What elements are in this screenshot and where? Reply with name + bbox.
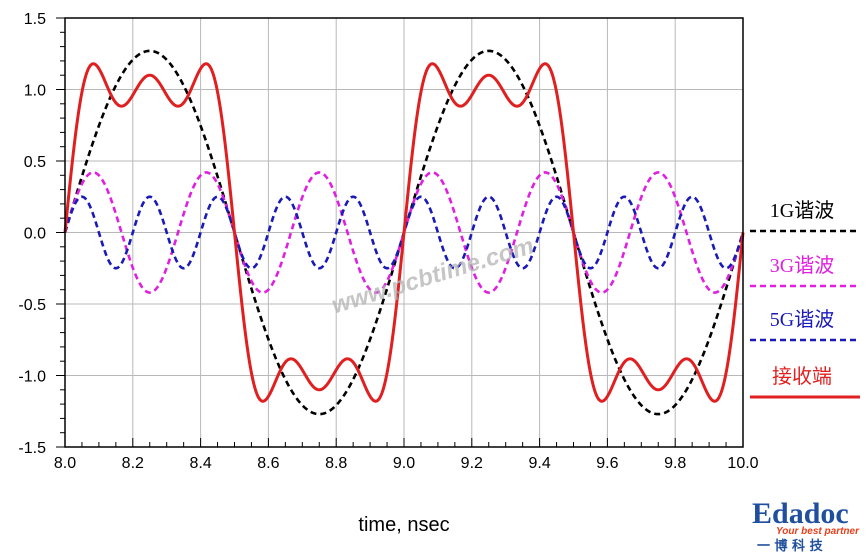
legend-label-2: 3G谐波 [770, 254, 834, 277]
logo-tagline: Your best partner [776, 526, 860, 537]
legend-label-4: 接收端 [772, 365, 832, 388]
series-layer [63, 49, 745, 416]
x-tick-label: 8.0 [54, 455, 76, 472]
y-tick-label: -0.5 [18, 297, 46, 314]
series-line-2 [63, 171, 745, 294]
logo-chinese: 一 博 科 技 [757, 538, 824, 553]
y-tick-labels: 1.5 1.0 0.5 0.0 -0.5 -1.0 -1.5 [18, 11, 46, 457]
logo-name: Edadoc [752, 497, 849, 530]
legend-label-3: 5G谐波 [770, 308, 834, 331]
y-tick-label: 0.5 [24, 154, 46, 171]
x-tick-label: 9.8 [664, 455, 686, 472]
watermark: www.pcbtime.com [329, 232, 538, 319]
x-tick-label: 8.4 [189, 455, 211, 472]
x-tick-label: 9.0 [393, 455, 415, 472]
y-tick-label: 0.0 [24, 226, 46, 243]
x-tick-label: 8.2 [122, 455, 144, 472]
y-tick-label: -1.5 [18, 440, 46, 457]
x-axis-title: time, nsec [358, 514, 449, 536]
x-tick-label: 8.8 [325, 455, 347, 472]
brand-logo: Edadoc Your best partner 一 博 科 技 [752, 497, 860, 553]
y-tick-label: 1.0 [24, 83, 46, 100]
series-line-4 [63, 62, 745, 403]
x-tick-labels: 8.0 8.2 8.4 8.6 8.8 9.0 9.2 9.4 9.6 9.8 10.0 [54, 455, 759, 472]
y-tick-label: 1.5 [24, 11, 46, 28]
x-tick-label: 8.6 [257, 455, 279, 472]
x-tick-label: 9.4 [528, 455, 550, 472]
axis-ticks [56, 17, 744, 448]
legend-label-1: 1G谐波 [770, 199, 834, 222]
y-tick-label: -1.0 [18, 369, 46, 386]
x-tick-label: 9.2 [461, 455, 483, 472]
x-tick-label: 9.6 [596, 455, 618, 472]
x-tick-label: 10.0 [727, 455, 758, 472]
